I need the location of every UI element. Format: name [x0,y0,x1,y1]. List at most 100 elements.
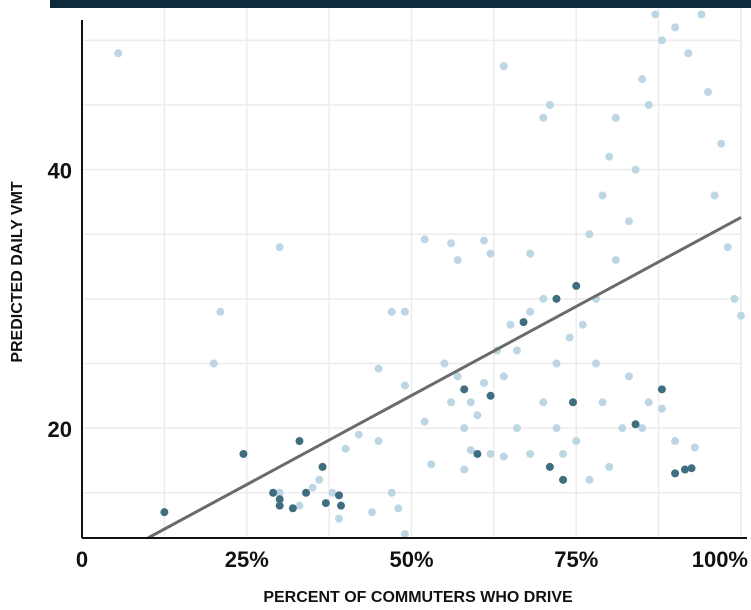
light-data-point [572,437,581,446]
light-data-point [526,249,535,258]
light-data-point [585,230,594,239]
light-data-point [578,320,587,329]
light-data-point [440,359,449,368]
dark-data-point [288,504,297,513]
tick-labels: 0 25% 50% 75% 100% 20 40 [48,159,748,572]
light-data-point [420,235,429,244]
light-data-point [539,113,548,122]
light-data-point [114,49,123,58]
light-data-point [618,424,627,433]
light-data-point [545,100,554,109]
light-data-point [638,75,647,84]
dark-data-point [657,385,666,394]
light-data-point [657,404,666,413]
light-data-point [717,139,726,148]
light-data-point [559,449,568,458]
top-banner-bar [50,0,751,8]
light-data-point [400,381,409,390]
light-data-point [374,364,383,373]
light-data-point [598,191,607,200]
light-data-point [335,514,344,523]
axes [81,20,747,539]
dark-data-point [302,488,311,497]
light-data-point [611,256,620,265]
data-points [114,10,745,539]
light-data-point [479,378,488,387]
dark-data-point [545,462,554,471]
dark-data-point [671,469,680,478]
light-data-point [460,424,469,433]
x-tick-label: 25% [225,547,269,572]
light-data-point [539,294,548,303]
light-data-point [565,333,574,342]
dark-data-point [552,294,561,303]
light-data-point [671,437,680,446]
light-data-point [315,475,324,484]
light-data-point [308,483,317,492]
dark-data-point [559,475,568,484]
light-data-point [427,460,436,469]
dark-data-point [160,508,169,517]
light-data-point [624,217,633,226]
y-tick-label: 20 [48,417,72,442]
light-data-point [466,398,475,407]
x-tick-label: 75% [554,547,598,572]
light-data-point [394,504,403,513]
trend-line [147,216,742,540]
light-data-point [605,462,614,471]
light-data-point [651,10,660,19]
light-data-point [684,49,693,58]
light-data-point [611,113,620,122]
light-data-point [216,307,225,316]
light-data-point [499,452,508,461]
light-data-point [585,475,594,484]
dark-data-point [568,398,577,407]
light-data-point [526,449,535,458]
light-data-point [539,398,548,407]
light-data-point [400,530,409,539]
light-data-point [447,398,456,407]
dark-data-point [687,464,696,473]
light-data-point [486,449,495,458]
dark-data-point [336,501,345,510]
dark-data-point [239,449,248,458]
light-data-point [499,62,508,71]
light-data-point [499,372,508,381]
dark-data-point [473,449,482,458]
light-data-point [374,437,383,446]
dark-data-point [572,281,581,290]
x-tick-label: 0 [76,547,88,572]
dark-data-point [295,437,304,446]
light-data-point [552,424,561,433]
dark-data-point [275,501,284,510]
light-data-point [447,239,456,248]
dark-data-point [318,462,327,471]
light-data-point [486,249,495,258]
light-data-point [737,311,745,320]
light-data-point [526,307,535,316]
light-data-point [367,508,376,517]
light-data-point [605,152,614,161]
light-data-point [460,465,469,474]
light-data-point [387,488,396,497]
light-data-point [275,243,284,252]
dark-data-point [680,465,689,474]
light-data-point [387,307,396,316]
light-data-point [598,398,607,407]
light-data-point [631,165,640,174]
x-tick-label: 100% [692,547,748,572]
x-tick-label: 50% [389,547,433,572]
light-data-point [400,307,409,316]
dark-data-point [275,495,284,504]
grid-lines [82,8,742,538]
light-data-point [479,236,488,245]
light-data-point [638,424,647,433]
light-data-point [275,488,284,497]
dark-data-point [269,488,278,497]
light-data-point [552,359,561,368]
light-data-point [644,100,653,109]
dark-data-point [321,499,330,508]
trend-line-layer [147,216,742,540]
light-data-point [592,359,601,368]
